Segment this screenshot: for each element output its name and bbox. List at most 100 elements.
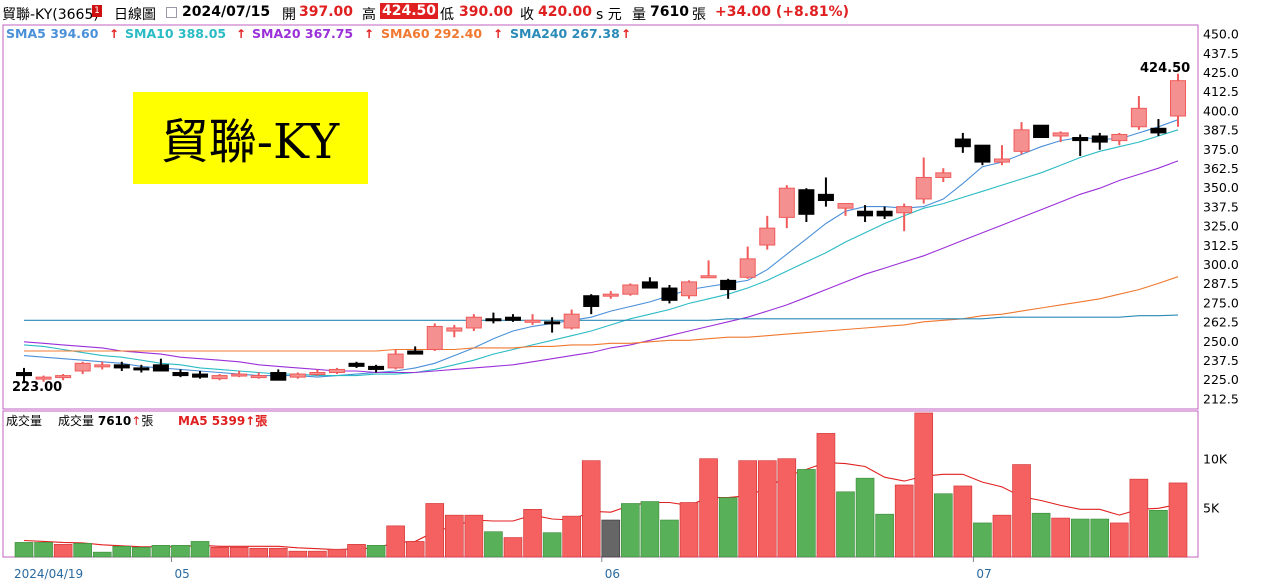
volume-bar[interactable] xyxy=(621,503,640,558)
volume-bar[interactable] xyxy=(601,519,621,558)
volume-bar[interactable] xyxy=(268,547,288,558)
candle[interactable] xyxy=(231,370,248,378)
volume-bar[interactable] xyxy=(386,525,405,558)
volume-bar[interactable] xyxy=(210,546,229,558)
volume-bar[interactable] xyxy=(562,515,581,558)
volume-bar[interactable] xyxy=(1168,482,1188,558)
candle[interactable] xyxy=(798,188,815,222)
volume-bar[interactable] xyxy=(1051,517,1070,558)
candle[interactable] xyxy=(250,372,267,379)
volume-bar[interactable] xyxy=(523,509,542,558)
candle[interactable] xyxy=(583,294,600,315)
candle[interactable] xyxy=(739,246,756,279)
volume-bar[interactable] xyxy=(366,545,386,558)
volume-bar[interactable] xyxy=(190,541,210,558)
candle[interactable] xyxy=(876,206,893,219)
volume-bar[interactable] xyxy=(1012,464,1031,558)
candle[interactable] xyxy=(641,277,658,289)
info-badge-icon[interactable]: 1 xyxy=(92,5,102,17)
volume-bar[interactable] xyxy=(953,485,973,558)
candle[interactable] xyxy=(837,203,854,216)
volume-bar[interactable] xyxy=(699,458,718,558)
candle[interactable] xyxy=(1170,73,1186,127)
volume-bar[interactable] xyxy=(308,550,327,558)
candle[interactable] xyxy=(700,260,717,279)
volume-bar[interactable] xyxy=(73,543,92,558)
volume-bar[interactable] xyxy=(738,460,757,558)
candle[interactable] xyxy=(1130,96,1147,130)
volume-bar[interactable] xyxy=(718,497,738,558)
volume-bar[interactable] xyxy=(581,460,601,558)
candle[interactable] xyxy=(55,374,72,381)
volume-bar[interactable] xyxy=(503,537,523,558)
candle[interactable] xyxy=(1013,122,1030,155)
candle[interactable] xyxy=(817,177,834,207)
candle[interactable] xyxy=(954,132,971,153)
volume-bar[interactable] xyxy=(425,503,445,558)
candle[interactable] xyxy=(935,168,952,183)
volume-bar[interactable] xyxy=(484,531,503,558)
candle[interactable] xyxy=(504,314,521,322)
candle[interactable] xyxy=(426,323,443,352)
volume-bar[interactable] xyxy=(640,501,660,558)
volume-bar[interactable] xyxy=(914,412,934,558)
candle[interactable] xyxy=(681,280,698,299)
candle[interactable] xyxy=(465,314,482,332)
candle[interactable] xyxy=(974,144,991,166)
candle[interactable] xyxy=(622,283,639,296)
volume-bar[interactable] xyxy=(288,550,308,558)
candle[interactable] xyxy=(211,374,228,381)
candle[interactable] xyxy=(368,364,385,373)
volume-bar[interactable] xyxy=(757,460,777,558)
volume-bar[interactable] xyxy=(836,491,855,558)
volume-bar[interactable] xyxy=(249,547,269,558)
candle[interactable] xyxy=(993,145,1010,166)
candle[interactable] xyxy=(94,361,111,370)
candle[interactable] xyxy=(192,370,209,379)
candle[interactable] xyxy=(348,361,365,368)
candle[interactable] xyxy=(35,375,52,382)
volume-bar[interactable] xyxy=(445,514,464,558)
volume-bar[interactable] xyxy=(679,502,699,558)
candle[interactable] xyxy=(133,364,150,373)
volume-bar[interactable] xyxy=(327,548,347,558)
candle[interactable] xyxy=(857,205,874,222)
candle[interactable] xyxy=(172,369,189,378)
volume-bar[interactable] xyxy=(53,544,73,558)
candle[interactable] xyxy=(1033,124,1050,139)
volume-bar[interactable] xyxy=(973,522,992,558)
volume-bar[interactable] xyxy=(777,458,797,558)
candle[interactable] xyxy=(446,324,463,338)
volume-bar[interactable] xyxy=(34,542,53,558)
candle[interactable] xyxy=(1091,132,1108,150)
volume-bar[interactable] xyxy=(1070,518,1090,558)
volume-bar[interactable] xyxy=(1129,478,1149,558)
volume-bar[interactable] xyxy=(405,541,425,558)
volume-bars[interactable] xyxy=(14,412,1188,558)
volume-bar[interactable] xyxy=(933,493,953,558)
volume-bar[interactable] xyxy=(171,545,190,558)
candle[interactable] xyxy=(1150,119,1167,136)
volume-bar[interactable] xyxy=(855,477,875,558)
chart-mode[interactable]: 日線圖 xyxy=(114,7,156,23)
volume-bar[interactable] xyxy=(797,469,816,558)
volume-bar[interactable] xyxy=(347,544,366,558)
candle[interactable] xyxy=(113,361,130,371)
volume-bar[interactable] xyxy=(14,542,34,558)
volume-bar[interactable] xyxy=(1110,522,1129,558)
volume-bar[interactable] xyxy=(1090,518,1110,558)
volume-bar[interactable] xyxy=(992,514,1012,558)
candle[interactable] xyxy=(563,309,580,330)
candle[interactable] xyxy=(1111,132,1128,146)
calendar-icon[interactable] xyxy=(166,7,177,18)
volume-bar[interactable] xyxy=(816,433,836,558)
candle[interactable] xyxy=(309,369,326,376)
candle[interactable] xyxy=(16,367,32,384)
volume-bar[interactable] xyxy=(1031,512,1051,558)
candle[interactable] xyxy=(661,284,678,304)
candle[interactable] xyxy=(524,314,541,325)
volume-bar[interactable] xyxy=(92,551,112,558)
candle[interactable] xyxy=(270,369,287,381)
candle[interactable] xyxy=(896,203,913,232)
